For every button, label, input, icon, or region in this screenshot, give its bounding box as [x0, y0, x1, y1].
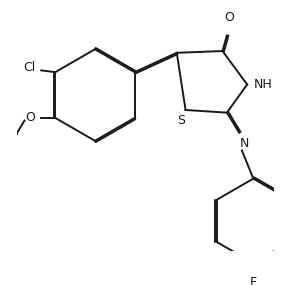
Text: N: N	[240, 137, 249, 150]
Text: F: F	[250, 276, 257, 285]
Text: Cl: Cl	[23, 61, 35, 74]
Text: O: O	[225, 11, 235, 24]
Text: S: S	[177, 114, 185, 127]
Text: NH: NH	[254, 78, 272, 91]
Text: O: O	[26, 111, 36, 125]
